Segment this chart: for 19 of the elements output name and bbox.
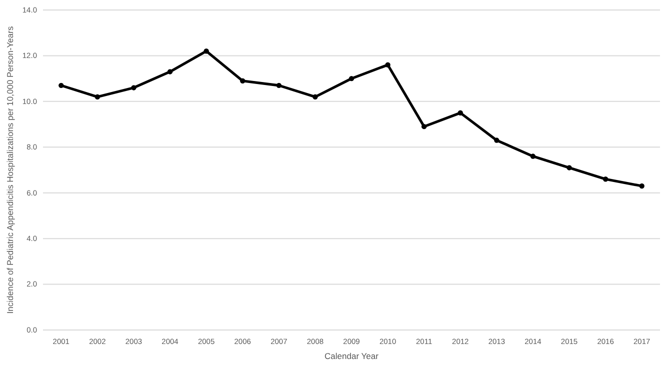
x-axis-title: Calendar Year [324, 351, 379, 361]
point [131, 85, 136, 90]
point [421, 124, 427, 130]
point [458, 110, 463, 116]
point [94, 94, 100, 100]
point [494, 138, 500, 143]
point [566, 165, 572, 170]
point [639, 183, 644, 189]
point [385, 62, 390, 68]
point [602, 176, 608, 182]
point [530, 154, 536, 159]
point [204, 48, 209, 54]
point [167, 69, 173, 74]
point [58, 82, 64, 88]
y-axis-title: Incidence of Pediatric Appendicitis Hospitalizations per 10,000 Person-Years [5, 26, 15, 314]
point [348, 76, 354, 82]
point [312, 94, 318, 100]
point [240, 78, 246, 84]
point [276, 82, 282, 88]
